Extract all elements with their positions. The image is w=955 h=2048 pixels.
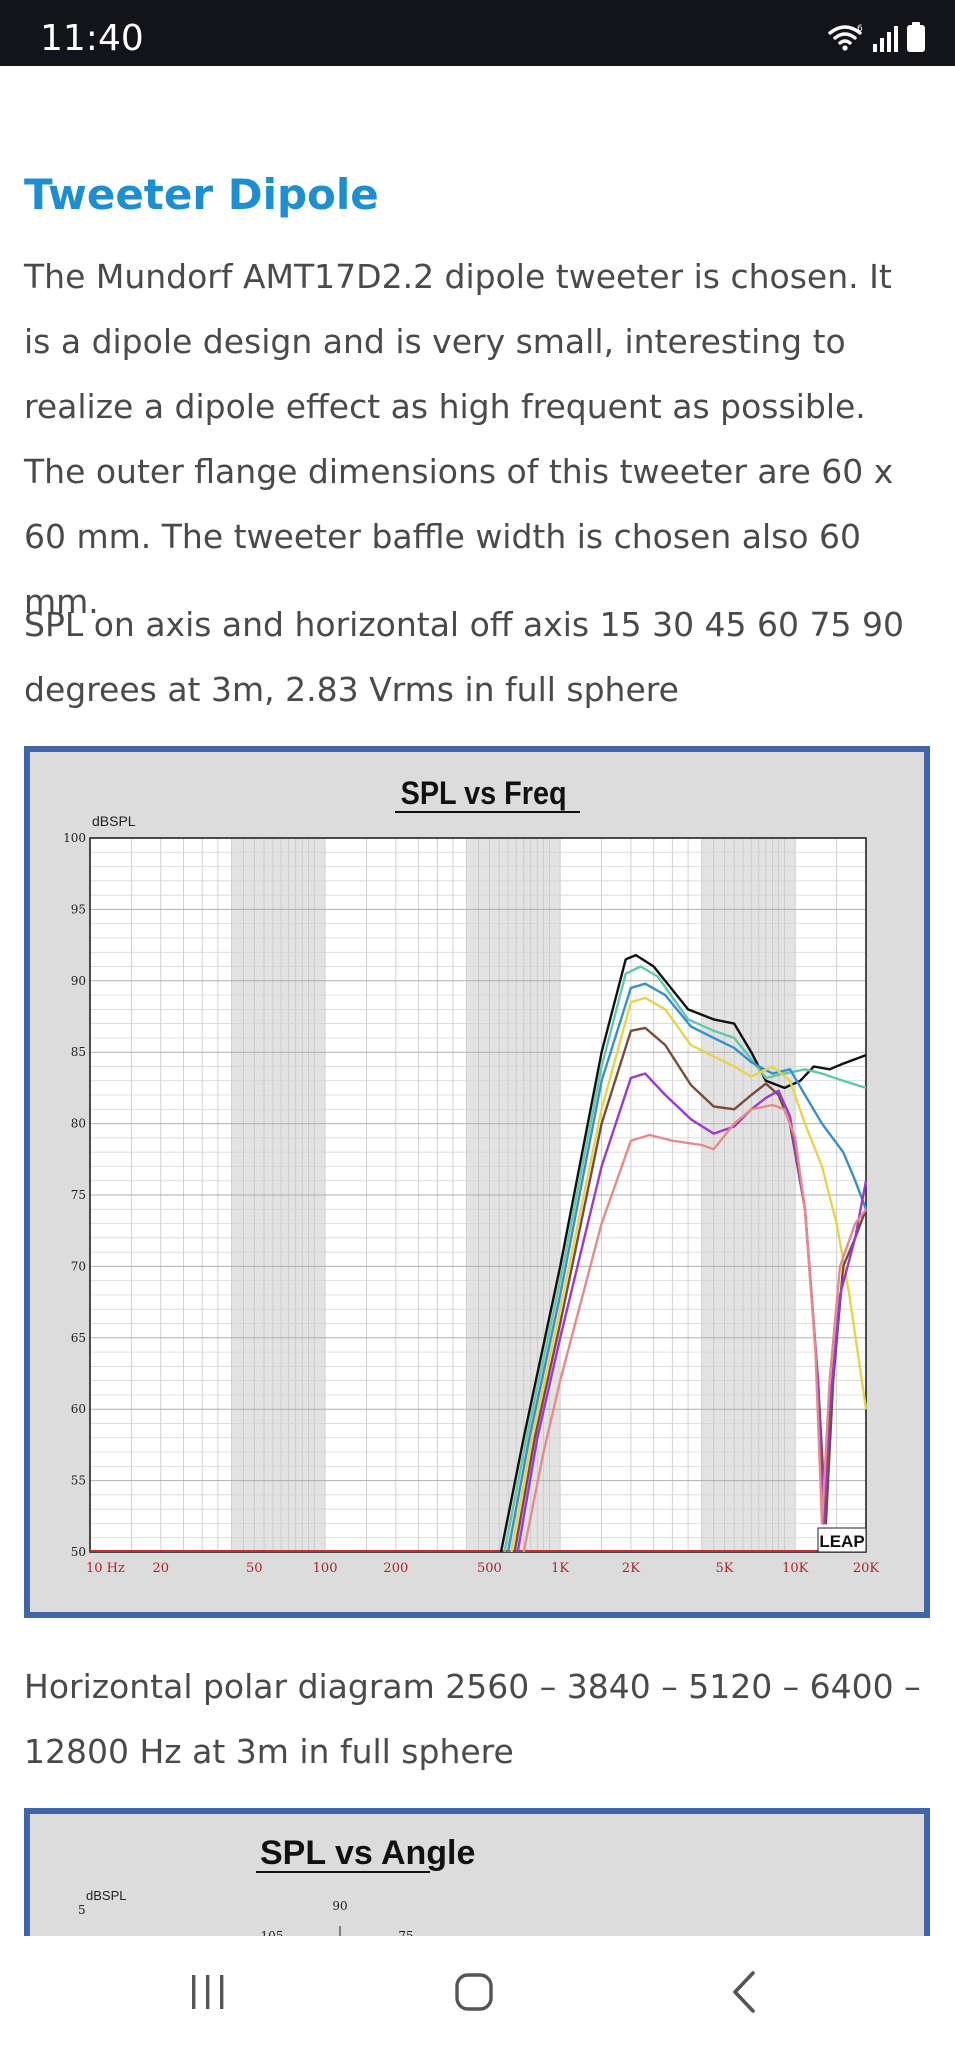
wifi-6-icon: 6 bbox=[827, 22, 865, 56]
polar-angle-label: 75 bbox=[398, 1929, 413, 1936]
x-tick-label: 1K bbox=[551, 1561, 569, 1576]
back-button[interactable] bbox=[684, 1936, 804, 2048]
intro-paragraph: The Mundorf AMT17D2.2 dipole tweeter is … bbox=[24, 257, 894, 621]
polar-y-tick: 5 bbox=[78, 1903, 86, 1917]
y-tick-label: 55 bbox=[71, 1474, 86, 1488]
series-line-5 bbox=[513, 1026, 868, 1553]
spl-vs-freq-chart: SPL vs FreqdBSPL100959085807570656055501… bbox=[63, 776, 880, 1576]
y-tick-label: 85 bbox=[71, 1045, 86, 1059]
x-tick-label: 10K bbox=[782, 1561, 809, 1576]
home-icon bbox=[455, 1973, 493, 2011]
y-tick-label: 70 bbox=[71, 1259, 86, 1273]
x-tick-label: 20K bbox=[853, 1561, 880, 1576]
polar-chart-title: SPL vs Angle bbox=[260, 1834, 475, 1872]
series-line-4 bbox=[510, 996, 868, 1553]
y-tick-label: 100 bbox=[63, 831, 86, 845]
y-tick-label: 50 bbox=[71, 1545, 86, 1559]
chart-title: SPL vs Freq bbox=[401, 776, 567, 812]
back-icon bbox=[733, 1971, 755, 2013]
series-line-1 bbox=[499, 953, 867, 1553]
y-tick-label: 80 bbox=[71, 1117, 86, 1131]
status-icons: 6 bbox=[827, 22, 925, 56]
spl-caption: SPL on axis and horizontal off axis 15 3… bbox=[24, 605, 904, 709]
signal-icon bbox=[873, 24, 899, 56]
polar-angle-label: 105 bbox=[261, 1929, 284, 1936]
article-content: Tweeter Dipole The Mundorf AMT17D2.2 dip… bbox=[0, 66, 955, 1936]
y-tick-label: 75 bbox=[71, 1188, 86, 1202]
y-tick-label: 65 bbox=[71, 1331, 86, 1345]
status-bar: 11:40 6 bbox=[0, 0, 955, 66]
x-tick-label: 50 bbox=[246, 1561, 263, 1576]
x-tick-label: 500 bbox=[477, 1561, 502, 1576]
y-tick-label: 90 bbox=[71, 974, 86, 988]
watermark-box bbox=[817, 1527, 867, 1553]
battery-icon bbox=[907, 22, 925, 56]
polar-angle-label: 90 bbox=[332, 1899, 347, 1913]
x-tick-label: 2K bbox=[622, 1561, 640, 1576]
x-tick-label: 200 bbox=[383, 1561, 408, 1576]
x-tick-label: 100 bbox=[313, 1561, 338, 1576]
y-tick-label: 95 bbox=[71, 902, 86, 916]
x-tick-label: 20 bbox=[152, 1561, 169, 1576]
section-heading: Tweeter Dipole bbox=[24, 170, 379, 219]
recent-apps-icon bbox=[192, 1975, 224, 2009]
y-tick-label: 60 bbox=[71, 1402, 86, 1416]
home-button[interactable] bbox=[414, 1936, 534, 2048]
polar-caption: Horizontal polar diagram 2560 – 3840 – 5… bbox=[24, 1667, 921, 1771]
series-line-7 bbox=[522, 1103, 867, 1553]
recent-apps-button[interactable] bbox=[148, 1936, 268, 2048]
navigation-bar bbox=[0, 1936, 955, 2048]
y-axis-label: dBSPL bbox=[92, 813, 136, 829]
x-tick-label: 10 Hz bbox=[86, 1561, 125, 1576]
series-line-3 bbox=[506, 982, 868, 1553]
svg-text:6: 6 bbox=[857, 24, 863, 34]
series-line-2 bbox=[503, 965, 867, 1553]
x-tick-label: 5K bbox=[715, 1561, 733, 1576]
spl-chart-figure[interactable]: SPL vs Freq dBSPL 100 95 90 85 80 75 70 65 60 55 50 1… bbox=[24, 746, 930, 1618]
polar-chart-figure[interactable]: SPL vs AngledBSPL51059075CurveFreqBWQDI bbox=[24, 1808, 930, 1936]
status-time: 11:40 bbox=[40, 18, 144, 59]
watermark-text: LEAP bbox=[819, 1532, 864, 1551]
spl-vs-angle-chart: SPL vs AngledBSPL51059075CurveFreqBWQDI bbox=[78, 1834, 475, 1936]
polar-y-label: dBSPL bbox=[86, 1888, 126, 1903]
